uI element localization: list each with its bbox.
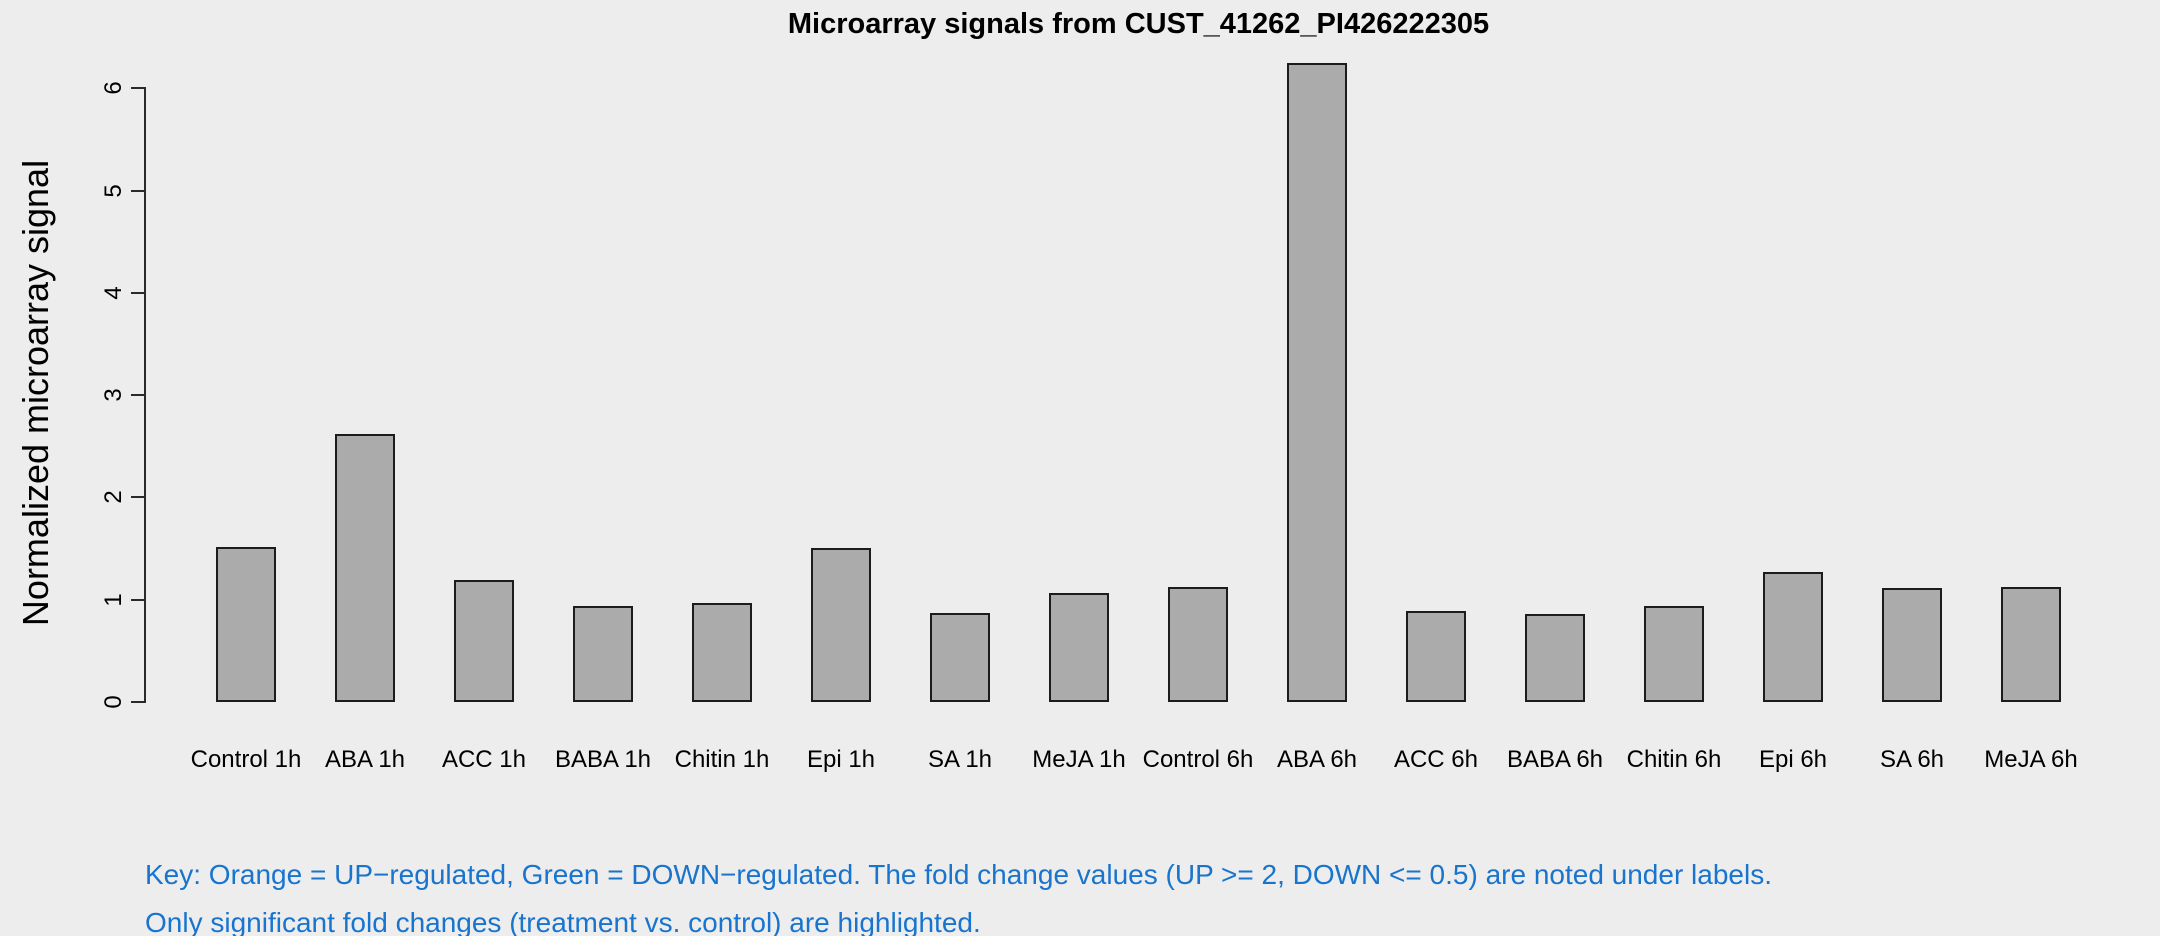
x-axis-category-label: SA 1h [927,746,993,773]
x-axis-category-label: MeJA 6h [1984,746,2078,773]
y-axis-line [144,87,146,703]
key-line-2: Only significant fold changes (treatment… [145,907,981,936]
y-axis-tick-label: 4 [100,286,127,300]
bar [1763,572,1823,702]
legend-key: Key: Orange = UP−regulated, Green = DOWN… [145,851,1772,936]
x-axis-category-label: BABA 1h [554,746,652,773]
bar [216,547,276,702]
chart-title: Microarray signals from CUST_41262_PI426… [787,8,1490,40]
y-axis-tick-label: 2 [100,490,127,505]
y-axis-tick [131,598,144,601]
y-axis-tick-label: 1 [100,593,127,607]
bar [335,434,395,702]
bar [454,580,514,702]
bar [1525,614,1585,702]
x-axis-category-label: Control 1h [190,746,302,773]
x-axis-category-label: BABA 6h [1506,746,1604,773]
bar [692,603,752,702]
y-axis-tick-label: 5 [100,183,127,198]
x-axis-category-label: Epi 6h [1758,746,1828,773]
bar [573,606,633,702]
y-axis-tick [131,87,144,90]
y-axis-tick-label: 3 [100,388,127,402]
bar [930,613,990,702]
y-axis-tick [131,701,144,703]
bar [1644,606,1704,702]
x-axis-category-label: ABA 6h [1276,746,1358,773]
bar [1882,588,1942,702]
bar [1287,63,1347,702]
y-axis-tick [131,189,144,192]
bar [811,548,871,702]
x-axis-category-label: ABA 1h [324,746,406,773]
bar [1049,593,1109,702]
x-axis-category-label: Epi 1h [806,746,876,773]
x-axis-category-label: SA 6h [1879,746,1945,773]
y-axis-tick-label: 6 [100,81,127,95]
x-axis-category-label: Control 6h [1142,746,1254,773]
y-axis-label: Normalized microarray signal [15,159,56,627]
y-axis-tick [131,291,144,294]
x-axis-category-label: ACC 6h [1393,746,1479,773]
y-axis-tick [131,496,144,499]
x-axis-category-label: Chitin 1h [674,746,770,773]
bar [1406,611,1466,702]
y-axis-tick [131,394,144,397]
bar [1168,587,1228,702]
key-line-1: Key: Orange = UP−regulated, Green = DOWN… [145,859,1772,890]
x-axis-category-label: Chitin 6h [1626,746,1722,773]
x-axis-category-label: ACC 1h [441,746,527,773]
bar [2001,587,2061,702]
y-axis-tick-label: 0 [100,695,127,709]
x-axis-category-label: MeJA 1h [1032,746,1126,773]
